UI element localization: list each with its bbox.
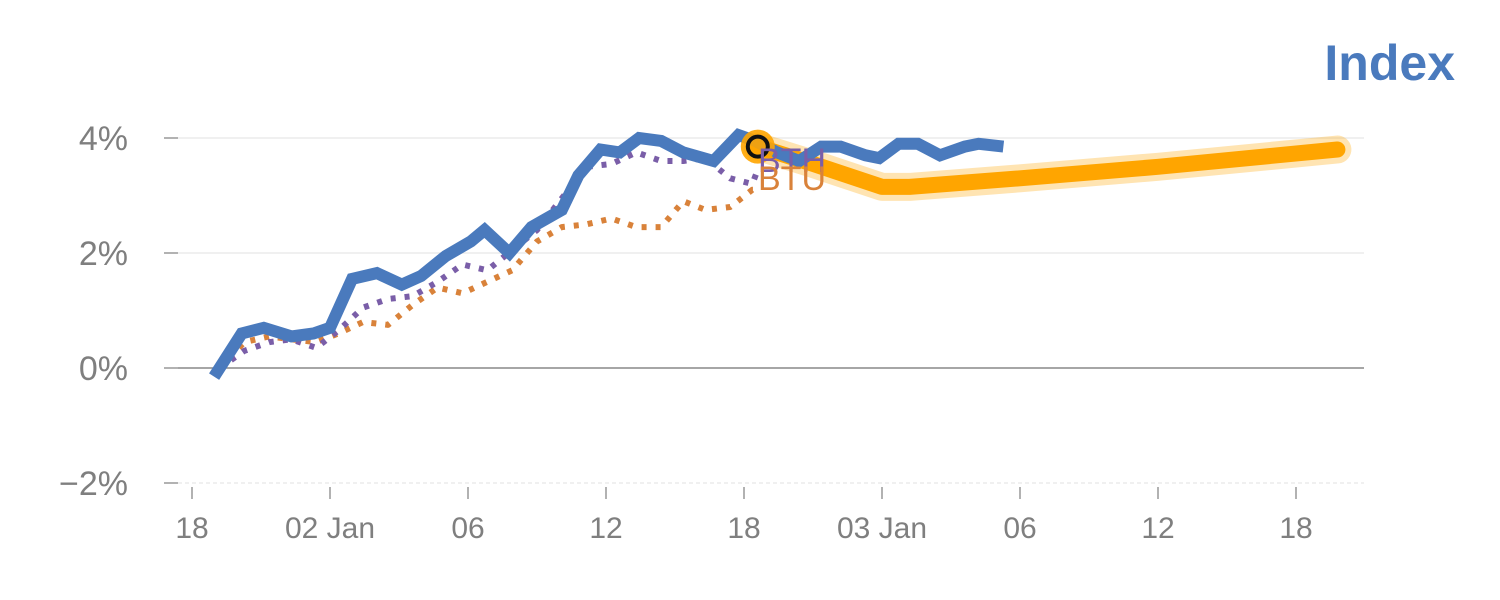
- y-tick-label: 0%: [79, 350, 128, 388]
- x-tick-label: 18: [175, 512, 208, 545]
- y-tick-label: 4%: [79, 120, 128, 158]
- x-tick-label: 18: [1279, 512, 1312, 545]
- x-tick-label: 06: [451, 512, 484, 545]
- axes: −2% 0% 2% 4% 18 02 Jan 06 12 18 03 Jan 06 12 18: [59, 120, 1313, 545]
- x-tick-label: 02 Jan: [285, 512, 375, 545]
- series-lines: [209, 128, 1352, 380]
- x-tick-label: 06: [1003, 512, 1036, 545]
- series-label-btu: BTU: [758, 160, 826, 198]
- y-tick-label: −2%: [59, 465, 128, 503]
- x-tick-label: 18: [727, 512, 760, 545]
- marker-halo: [740, 129, 775, 164]
- series-2-line: [217, 149, 761, 371]
- highlight-line: [749, 138, 1346, 195]
- marker-dot: [745, 134, 770, 159]
- chart-title: Index: [1324, 35, 1455, 91]
- series-label-bth: BTH: [758, 142, 826, 180]
- x-tick-label: 12: [1141, 512, 1174, 545]
- x-tick-label: 12: [589, 512, 622, 545]
- highlight-marker: [740, 129, 775, 164]
- y-tick-label: 2%: [79, 235, 128, 273]
- x-tick-label: 03 Jan: [837, 512, 927, 545]
- series-3-line: [217, 186, 758, 371]
- series-1-line: [209, 128, 1005, 380]
